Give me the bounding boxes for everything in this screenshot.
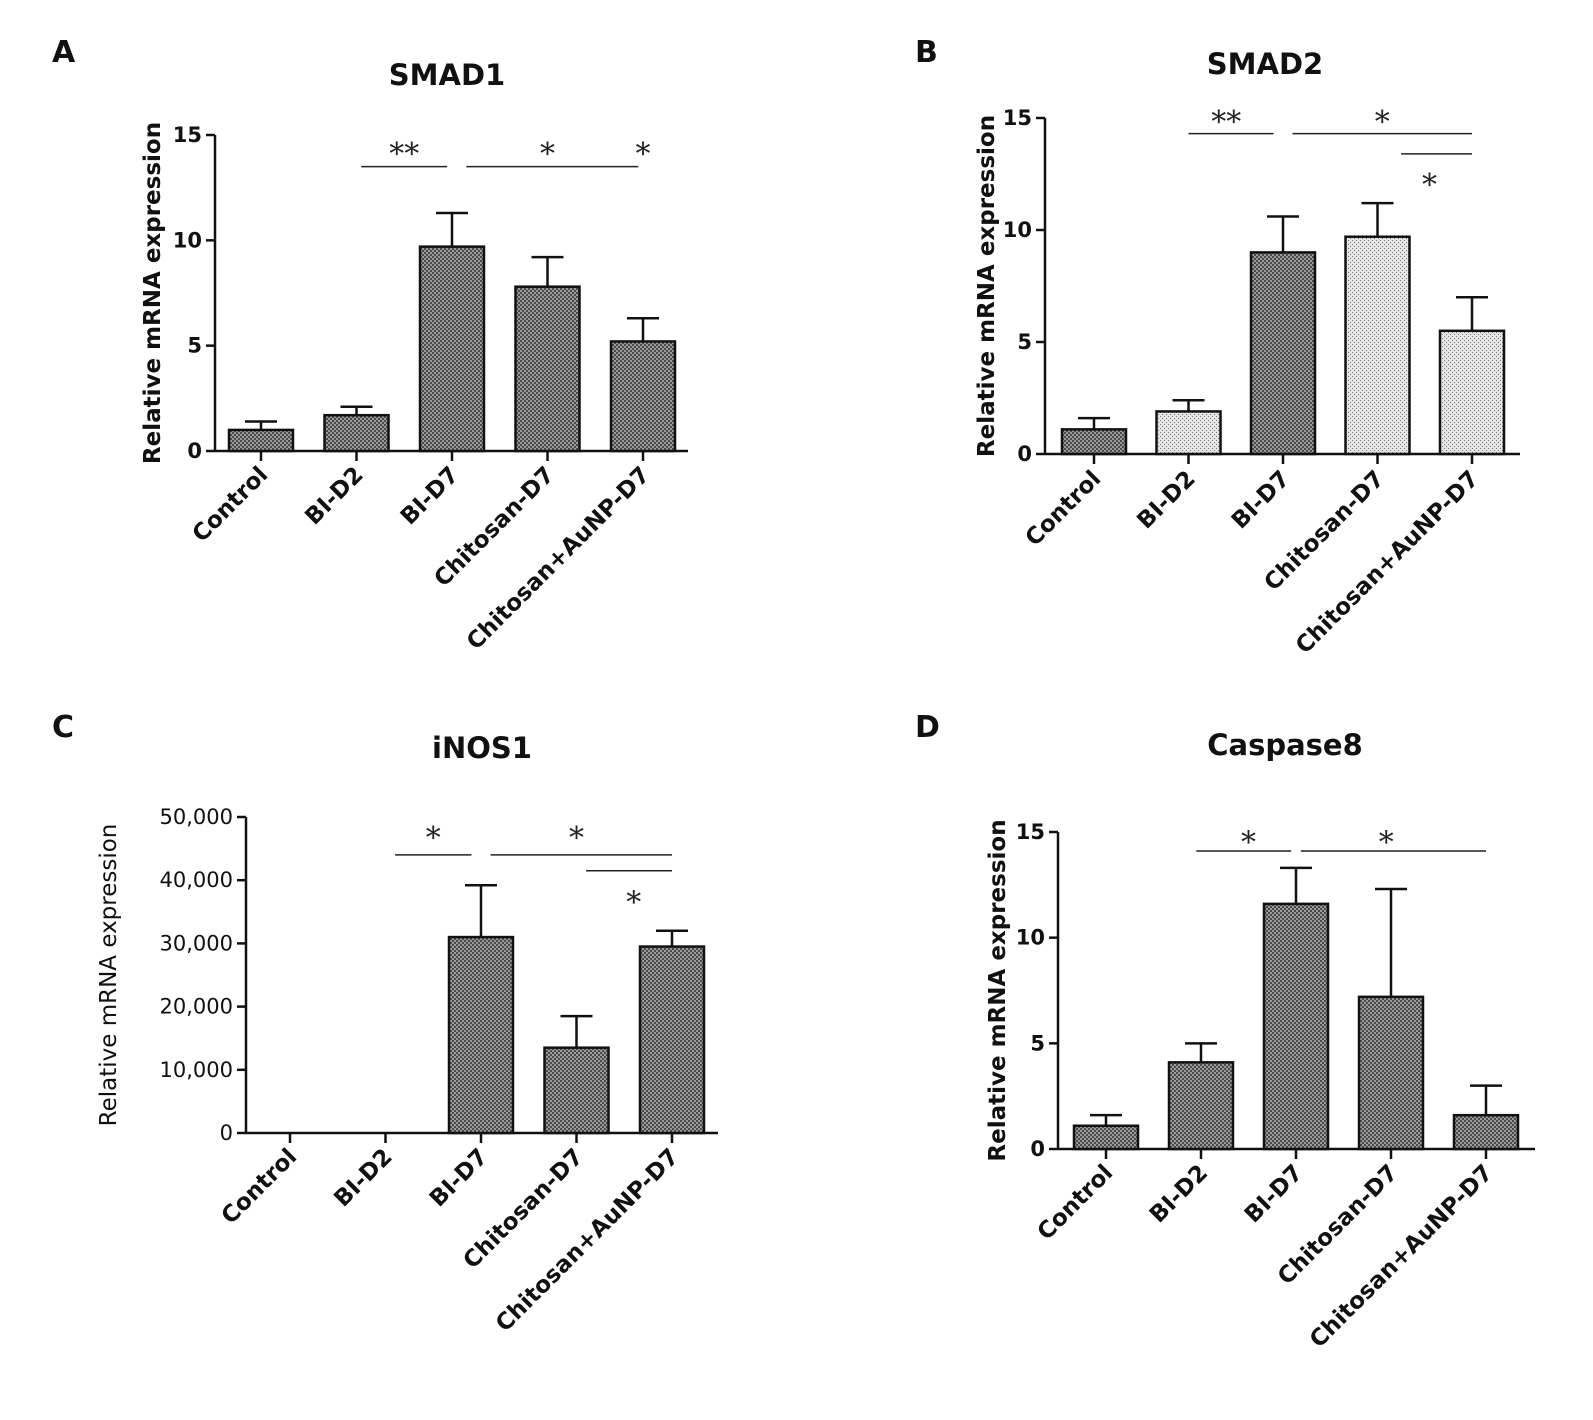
significance-marker: ** — [1211, 105, 1241, 140]
significance-marker: * — [569, 821, 584, 856]
y-axis-label: Relative mRNA expression — [96, 824, 122, 1127]
x-category-label: BI-D7 — [425, 1144, 493, 1212]
bar-bi-d2 — [323, 413, 390, 453]
x-category-label: BI-D2 — [1145, 1160, 1213, 1228]
y-tick-label: 5 — [1017, 330, 1032, 354]
y-tick-label: 0 — [220, 1121, 233, 1145]
bar-chitosan-d7 — [543, 1046, 610, 1135]
panel-letter: D — [915, 710, 940, 745]
bar-chitosan-d7 — [1344, 235, 1411, 456]
x-category-label: BI-D7 — [396, 462, 464, 530]
y-tick-label: 5 — [187, 334, 202, 358]
bar-control — [227, 428, 295, 453]
y-tick-label: 15 — [1003, 106, 1032, 130]
bar-chitosan-aunp-d7 — [1438, 329, 1506, 456]
significance-marker: * — [1241, 825, 1256, 860]
bar-control — [1060, 428, 1128, 456]
x-category-label: BI-D7 — [1227, 466, 1295, 534]
significance-marker: * — [426, 821, 441, 856]
y-tick-label: 30,000 — [160, 931, 233, 955]
significance-marker: * — [626, 885, 641, 920]
x-category-label: BI-D2 — [1132, 466, 1200, 534]
y-tick-label: 10 — [1016, 926, 1045, 950]
panel-letter: C — [52, 710, 74, 745]
bar-bi-d7 — [447, 935, 515, 1135]
panel-letter: A — [52, 35, 76, 70]
bar-bi-d7 — [1262, 902, 1330, 1151]
y-axis-label: Relative mRNA expression — [140, 122, 166, 464]
x-category-label: BI-D2 — [300, 462, 368, 530]
significance-marker: * — [636, 137, 651, 172]
bar-chitosan-aunp-d7 — [609, 340, 677, 453]
bar-chitosan-d7 — [1357, 995, 1425, 1151]
panel-d-caspase8: D Caspase8 Relative mRNA expression 0 5 10 15 C… — [915, 710, 1535, 1353]
significance-marker: ** — [389, 137, 419, 172]
bar-chitosan-d7 — [514, 285, 581, 453]
y-tick-label: 0 — [1030, 1137, 1045, 1161]
x-category-label: Control — [188, 462, 274, 548]
y-tick-label: 10 — [173, 228, 202, 252]
y-tick-label: 15 — [173, 123, 202, 147]
x-category-label: Chitosan+AuNP-D7 — [462, 462, 655, 655]
y-tick-label: 5 — [1030, 1031, 1045, 1055]
chart-title: SMAD2 — [1207, 47, 1323, 81]
panel-letter: B — [915, 35, 938, 70]
bar-bi-d7 — [418, 245, 486, 453]
significance-marker: * — [540, 137, 555, 172]
significance-marker: * — [1422, 168, 1437, 203]
y-tick-label: 40,000 — [160, 868, 233, 892]
y-tick-label: 15 — [1016, 820, 1045, 844]
chart-title: SMAD1 — [389, 58, 505, 92]
significance-marker: * — [1379, 825, 1394, 860]
y-tick-label: 0 — [1017, 442, 1032, 466]
x-category-label: Control — [217, 1144, 303, 1230]
y-tick-label: 10 — [1003, 218, 1032, 242]
significance-marker: * — [1375, 105, 1390, 140]
bar-control — [1072, 1124, 1140, 1151]
x-category-label: Chitosan+AuNP-D7 — [1305, 1160, 1498, 1353]
x-category-label: BI-D7 — [1240, 1160, 1308, 1228]
bar-bi-d2 — [1155, 410, 1222, 456]
y-axis-label: Relative mRNA expression — [985, 819, 1011, 1161]
panel-a-smad1: A SMAD1 Relative mRNA expression 0 5 10 15 Cont… — [52, 35, 688, 655]
bar-chitosan-aunp-d7 — [638, 945, 706, 1135]
x-category-label: Control — [1021, 466, 1107, 552]
x-category-label: Chitosan+AuNP-D7 — [491, 1144, 684, 1337]
y-tick-label: 10,000 — [160, 1058, 233, 1082]
panel-b-smad2: B SMAD2 Relative mRNA expression 0 5 10 15 Cont… — [915, 35, 1520, 659]
chart-title: iNOS1 — [432, 731, 532, 765]
x-category-label: Chitosan+AuNP-D7 — [1291, 466, 1484, 659]
y-tick-label: 0 — [187, 439, 202, 463]
y-axis-label: Relative mRNA expression — [974, 115, 1000, 457]
x-category-label: Control — [1033, 1160, 1119, 1246]
bar-bi-d7 — [1249, 251, 1317, 456]
chart-title: Caspase8 — [1207, 728, 1363, 762]
x-category-label: BI-D2 — [329, 1144, 397, 1212]
bar-chitosan-aunp-d7 — [1452, 1113, 1520, 1151]
y-tick-label: 20,000 — [160, 995, 233, 1019]
y-tick-label: 50,000 — [160, 805, 233, 829]
bar-bi-d2 — [1167, 1061, 1235, 1151]
